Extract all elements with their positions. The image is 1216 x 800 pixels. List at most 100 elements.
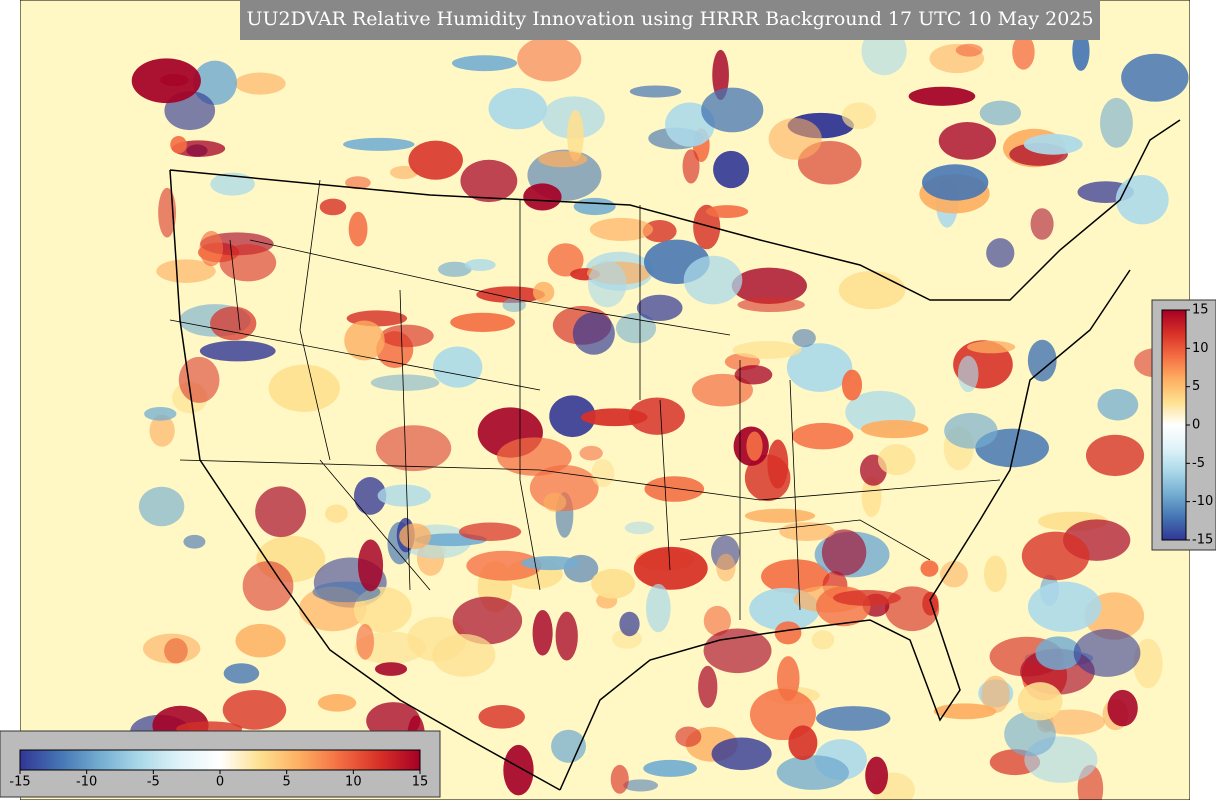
- field-blob: [774, 621, 802, 645]
- field-blob: [703, 605, 731, 636]
- field-blob: [517, 36, 582, 82]
- state-borders: [169, 179, 1001, 620]
- field-blob: [767, 439, 789, 489]
- field-blob: [643, 759, 697, 777]
- field-blob: [521, 556, 580, 571]
- field-blob: [144, 406, 177, 421]
- field-blob: [636, 294, 683, 321]
- field-blob: [222, 689, 287, 730]
- field-blob: [344, 320, 385, 361]
- field-blob: [1030, 208, 1054, 240]
- field-blob: [624, 521, 655, 535]
- field-blob: [983, 555, 1007, 593]
- field-blob: [1107, 689, 1138, 727]
- field-blob: [579, 445, 603, 461]
- field-blob: [178, 356, 220, 403]
- field-blob: [691, 373, 754, 407]
- field-blob: [377, 484, 431, 507]
- colorbar-tick-label: 10: [345, 775, 362, 790]
- field-blob: [1017, 682, 1063, 721]
- colorbar-tick-label: 0: [216, 775, 224, 790]
- title-box: [240, 0, 1100, 40]
- field-blob: [488, 87, 548, 130]
- field-blob: [343, 137, 415, 151]
- field-blob: [547, 243, 584, 277]
- field-blob: [833, 589, 901, 606]
- field-blob: [348, 211, 368, 247]
- field-blob: [940, 561, 968, 588]
- field-blob: [1097, 388, 1139, 421]
- field-blob: [375, 425, 452, 472]
- field-blob: [623, 779, 659, 792]
- field-blob: [701, 87, 764, 133]
- field-blob: [450, 312, 516, 332]
- field-blob: [432, 346, 483, 388]
- field-blob: [591, 459, 615, 488]
- field-blob: [451, 55, 518, 72]
- colorbar-tick-label: 5: [283, 775, 291, 790]
- field-blob: [1100, 97, 1133, 148]
- field-blob: [786, 343, 853, 392]
- field-blob: [1012, 34, 1035, 70]
- colorbar-tick-label: -10: [76, 775, 97, 790]
- field-blob: [234, 72, 286, 95]
- field-blob: [1035, 636, 1082, 671]
- field-blob: [538, 151, 588, 168]
- field-blob: [1133, 638, 1163, 689]
- field-blob: [156, 259, 216, 283]
- field-blob: [841, 369, 863, 401]
- field-blob: [629, 397, 685, 435]
- field-blob: [675, 726, 702, 747]
- field-blob: [938, 122, 997, 160]
- field-blob: [816, 706, 891, 731]
- field-blob: [615, 312, 657, 344]
- field-blob: [587, 260, 627, 308]
- field-blob: [476, 286, 545, 303]
- field-blob: [682, 149, 700, 184]
- field-blob: [549, 395, 596, 438]
- field-blob: [619, 611, 640, 637]
- field-blob: [199, 340, 276, 362]
- field-blob: [811, 630, 835, 650]
- field-blob: [861, 420, 929, 439]
- field-blob: [438, 261, 472, 277]
- field-blob: [779, 522, 835, 542]
- field-blob: [645, 583, 671, 633]
- field-blob: [353, 477, 387, 515]
- field-blob: [589, 217, 654, 241]
- field-blob: [732, 341, 802, 359]
- field-blob: [210, 172, 255, 196]
- field-blob: [642, 220, 677, 243]
- field-blob: [683, 255, 743, 305]
- colorbar-tick-label: 5: [1192, 379, 1200, 394]
- field-blob: [149, 414, 175, 447]
- field-blob: [235, 623, 286, 658]
- title: UU2DVAR Relative Humidity Innovation usi…: [246, 8, 1093, 30]
- field-blob: [629, 85, 682, 98]
- field-blob: [138, 486, 185, 527]
- field-blob: [370, 374, 440, 391]
- field-blob: [768, 117, 822, 160]
- field-blob: [703, 628, 772, 674]
- field-blob: [223, 663, 260, 684]
- field-blob: [791, 422, 854, 450]
- field-blob: [319, 198, 347, 216]
- field-blob: [464, 258, 496, 271]
- field-blob: [478, 705, 525, 729]
- field-blob: [399, 523, 431, 550]
- field-blob: [737, 297, 805, 313]
- field-blob: [357, 539, 384, 592]
- field-blob: [981, 675, 1010, 714]
- field-blob: [920, 560, 939, 577]
- field-blob: [698, 665, 718, 708]
- field-blob: [345, 176, 371, 190]
- field-blob: [325, 504, 348, 523]
- field-blob: [705, 205, 749, 219]
- field-blob: [776, 656, 800, 701]
- field-blob: [967, 340, 1016, 354]
- field-blob: [734, 365, 773, 385]
- field-blob: [192, 60, 238, 106]
- map: [20, 0, 1190, 800]
- field-blob: [268, 364, 340, 412]
- field-blob: [944, 412, 998, 449]
